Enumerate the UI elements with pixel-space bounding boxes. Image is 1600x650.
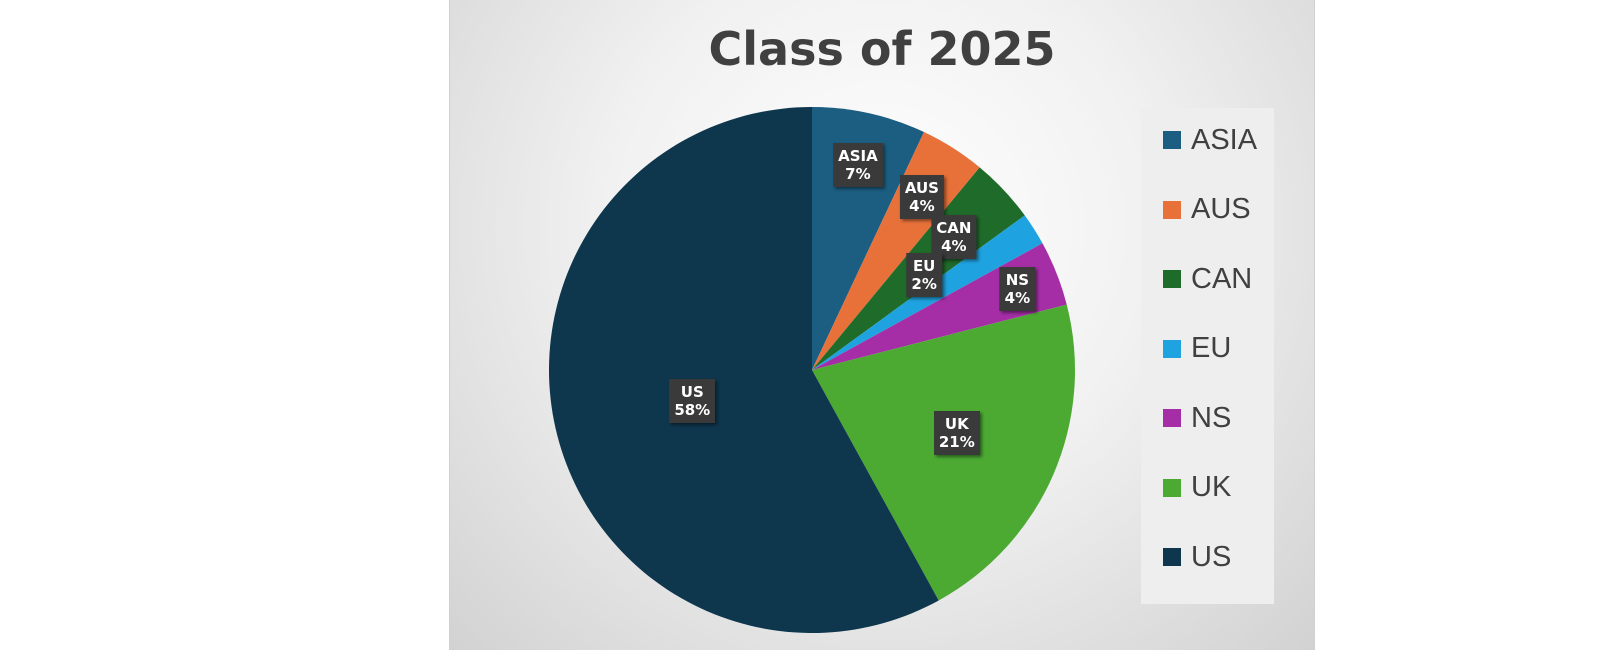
data-label-percent: 4% [941,236,967,255]
legend-label: UK [1191,471,1232,503]
legend-swatch [1163,478,1181,497]
legend-swatch [1163,200,1181,219]
data-label-percent: 7% [845,164,871,183]
data-label-percent: 2% [911,274,937,293]
data-label-uk: UK 21% [933,410,980,455]
data-label-can: CAN 4% [931,214,977,259]
legend-item-asia: ASIA [1163,123,1258,156]
legend-item-eu: EU [1163,332,1232,364]
data-label-category: EU [912,256,936,275]
data-label-eu: EU 2% [906,252,942,297]
legend-item-aus: AUS [1163,193,1251,225]
legend-item-can: CAN [1163,262,1253,295]
data-label-category: UK [944,414,969,433]
legend-item-us: US [1163,540,1232,573]
data-label-percent: 58% [674,400,711,419]
legend-label: NS [1191,401,1232,434]
legend-item-ns: NS [1163,401,1232,434]
legend-label: US [1191,540,1232,573]
legend-swatch [1163,409,1181,427]
chart-title: Class of 2025 [708,22,1056,76]
legend-item-uk: UK [1163,471,1232,503]
data-label-ns: NS 4% [999,266,1036,311]
data-label-percent: 4% [1004,288,1031,307]
legend-label: CAN [1191,262,1253,295]
legend: ASIA AUS CAN EU NS UK US [1141,108,1274,604]
data-label-category: US [680,382,704,401]
legend-swatch [1163,131,1181,149]
data-label-aus: AUS 4% [899,174,944,219]
data-label-category: NS [1005,270,1030,289]
legend-label: AUS [1191,193,1251,225]
data-label-percent: 21% [938,432,975,451]
pie-slice-us [548,107,939,634]
legend-swatch [1163,339,1181,358]
data-label-category: AUS [904,178,939,197]
data-label-category: ASIA [838,146,878,165]
data-label-us: US 58% [669,378,716,423]
legend-label: EU [1191,332,1232,364]
data-label-asia: ASIA 7% [833,142,883,187]
data-label-percent: 4% [909,196,935,215]
data-label-category: CAN [936,218,972,237]
legend-label: ASIA [1191,123,1258,156]
legend-swatch [1163,270,1181,288]
legend-swatch [1163,548,1181,566]
chart-panel: Class of 2025 ASIA 7% AUS 4% CAN 4% EU 2% NS 4% UK… [449,0,1315,650]
